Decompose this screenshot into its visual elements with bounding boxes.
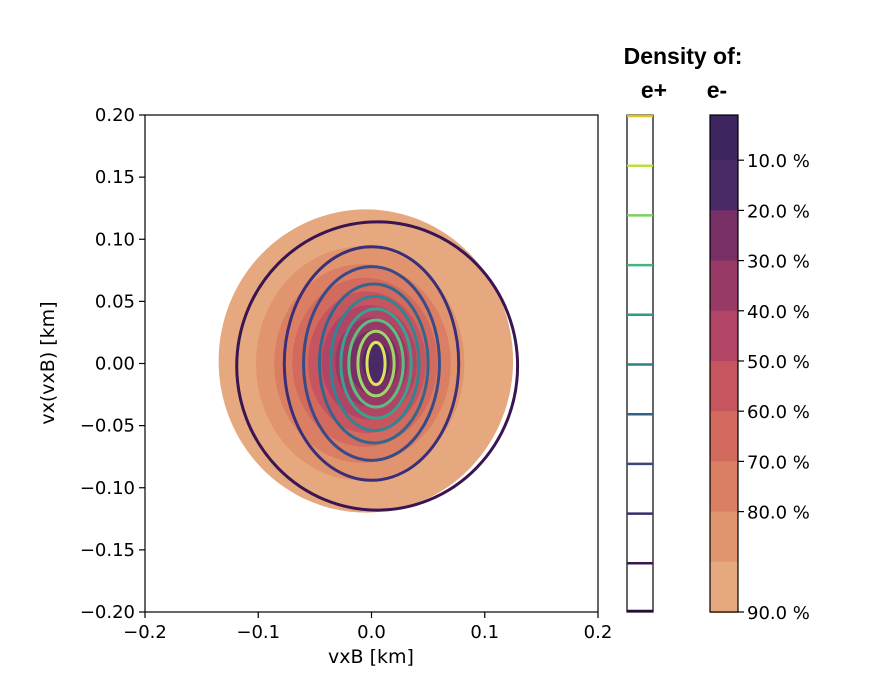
electron-colorbar-band-0 [710, 115, 738, 162]
positron-contour-70-pct [302, 265, 441, 462]
colorbar-header: Density of: [624, 43, 743, 69]
positron-contour-90-pct [235, 220, 520, 512]
y-tick-label: 0.20 [95, 105, 135, 126]
positron-contour-layer [235, 220, 520, 512]
y-tick-label: −0.20 [80, 602, 135, 623]
positron-contour-60-pct [317, 282, 430, 445]
positron-contour-50-pct [329, 294, 421, 433]
x-axis-ticks: −0.2 −0.1 0.0 0.1 0.2 [123, 612, 612, 643]
electron-colorbar-band-90 [710, 561, 738, 613]
electron-colorbar: 10.0 % 20.0 % 30.0 % 40.0 % 50.0 % 60.0 % 70.0… [709, 114, 810, 624]
electron-colorbar-label: 50.0 % [747, 352, 810, 373]
y-axis-ticks: 0.20 0.15 0.10 0.05 0.00 −0.05 −0.10 −0.15 −0.20 [80, 105, 145, 623]
electron-colorbar-band-50 [710, 360, 738, 413]
positron-colorbar-title: e+ [641, 77, 667, 103]
electron-colorbar-frame [709, 114, 739, 613]
x-tick-label: 0.2 [584, 622, 613, 643]
positron-colorbar [626, 114, 654, 613]
x-tick-label: 0.0 [357, 622, 386, 643]
electron-colorbar-band-30 [710, 260, 738, 312]
y-axis-label: vx(vxB) [km] [37, 301, 59, 424]
y-tick-label: −0.05 [80, 416, 135, 437]
electron-colorbar-band-10 [710, 160, 738, 212]
y-tick-label: −0.10 [80, 478, 135, 499]
electron-colorbar-label: 40.0 % [747, 302, 810, 323]
electron-colorbar-label: 60.0 % [747, 402, 810, 423]
x-tick-label: 0.1 [470, 622, 499, 643]
electron-colorbar-label: 10.0 % [747, 151, 810, 172]
electron-colorbar-band-20 [710, 210, 738, 262]
electron-colorbar-label: 80.0 % [747, 503, 810, 524]
x-tick-label: −0.2 [123, 622, 167, 643]
x-axis-label: vxB [km] [328, 646, 414, 668]
electron-colorbar-title: e- [707, 77, 727, 103]
x-tick-label: −0.1 [236, 622, 280, 643]
y-tick-label: 0.05 [95, 291, 135, 312]
positron-contour-80-pct [282, 245, 461, 482]
positron-contour-20-pct [356, 329, 396, 398]
electron-colorbar-band-70 [710, 461, 738, 513]
electron-colorbar-label: 90.0 % [747, 603, 810, 624]
y-tick-label: 0.15 [95, 167, 135, 188]
y-tick-label: −0.15 [80, 540, 135, 561]
positron-contour-10-pct [365, 340, 387, 387]
positron-contour-40-pct [339, 307, 413, 420]
electron-colorbar-band-40 [710, 310, 738, 362]
electron-colorbar-label: 30.0 % [747, 252, 810, 273]
y-tick-label: 0.00 [95, 354, 135, 375]
electron-colorbar-label: 70.0 % [747, 452, 810, 473]
electron-colorbar-band-60 [710, 411, 738, 463]
electron-colorbar-band-80 [710, 511, 738, 563]
electron-colorbar-label: 20.0 % [747, 201, 810, 222]
positron-contour-30-pct [347, 318, 405, 409]
y-tick-label: 0.10 [95, 229, 135, 250]
